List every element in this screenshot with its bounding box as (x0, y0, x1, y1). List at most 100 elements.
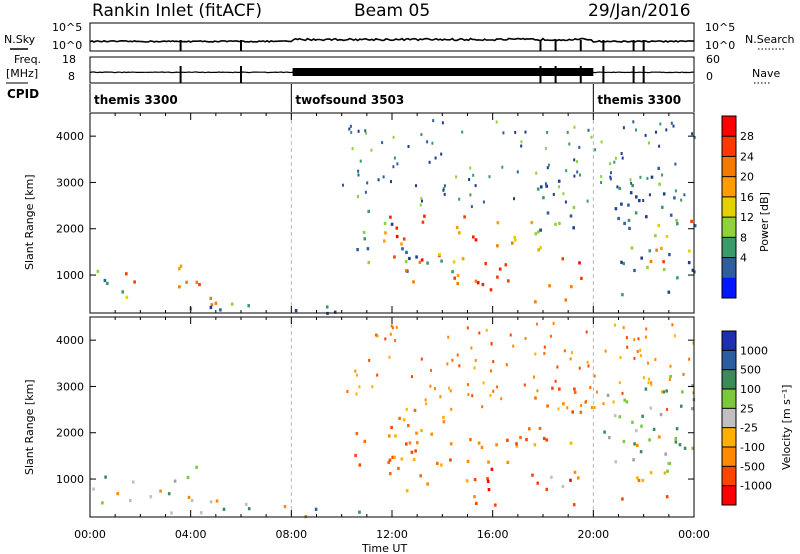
power-noise-cell (502, 131, 505, 135)
power-cell (389, 215, 392, 219)
power-cell (496, 244, 499, 248)
velocity-noise-cell (376, 373, 379, 377)
velocity-noise-cell (509, 333, 512, 337)
power-cell (106, 281, 109, 285)
power-cell (325, 305, 329, 309)
velocity-cell (613, 414, 617, 418)
power-cell (395, 226, 399, 230)
velocity-noise-cell (585, 330, 588, 334)
power-colorbar-swatch (722, 176, 736, 198)
power-cell (461, 257, 465, 261)
power-cell (247, 304, 250, 308)
power-cell (402, 237, 406, 241)
power-cell (662, 267, 666, 272)
velocity-cell (363, 439, 367, 443)
power-colorbar-tick-label: 20 (740, 171, 754, 184)
velocity-noise-cell (390, 324, 393, 328)
velocity-cell (449, 458, 452, 462)
power-noise-cell (426, 140, 429, 144)
velocity-noise-cell (666, 408, 669, 411)
power-cell (383, 221, 387, 225)
velocity-cell (639, 450, 643, 454)
power-cell (390, 222, 394, 226)
velocity-noise-cell (593, 406, 596, 409)
nave-block (292, 68, 594, 76)
power-cell (400, 242, 403, 246)
power-cell (578, 261, 581, 265)
velocity-cell (536, 481, 539, 485)
velocity-cell (649, 471, 653, 475)
velocity-cell (215, 499, 219, 503)
velocity-cell (678, 443, 682, 447)
power-noise-cell (442, 188, 445, 192)
velocity-noise-cell (571, 351, 573, 355)
power-cell (622, 261, 625, 266)
power-noise-cell (610, 171, 612, 175)
nsearch-label: N.Search (745, 33, 795, 46)
velocity-cell (465, 479, 469, 483)
velocity-noise-cell (478, 331, 481, 335)
freq-tick-bottom: 8 (68, 70, 75, 83)
velocity-noise-cell (355, 373, 358, 377)
velocity-cell (648, 438, 651, 442)
power-noise-cell (468, 178, 471, 181)
velocity-cell (621, 497, 624, 501)
velocity-cell (569, 441, 573, 445)
velocity-colorbar-swatch (722, 427, 736, 448)
power-cell (356, 248, 359, 252)
power-colorbar-tick-label: 28 (740, 130, 754, 143)
velocity-cell (659, 413, 663, 417)
power-cell (620, 202, 623, 206)
power-noise-cell (680, 198, 683, 202)
power-noise-cell (524, 130, 527, 134)
velocity-cell (691, 407, 694, 411)
x-tick-label: 08:00 (275, 528, 307, 541)
nsearch-tick-bottom: 10^0 (705, 39, 735, 52)
power-cell (452, 260, 456, 264)
power-noise-cell (544, 147, 547, 150)
velocity-noise-cell (473, 366, 476, 370)
velocity-noise-cell (618, 381, 621, 385)
velocity-cell (636, 476, 639, 480)
power-ytick-label: 2000 (56, 223, 84, 236)
station-title: Rankin Inlet (fitACF) (92, 1, 262, 21)
velocity-noise-cell (590, 406, 593, 409)
velocity-noise-cell (429, 384, 432, 388)
velocity-noise-cell (411, 375, 413, 379)
velocity-cell (538, 426, 542, 430)
power-cell (675, 218, 678, 223)
velocity-cell (420, 428, 423, 433)
velocity-noise-cell (633, 356, 636, 360)
velocity-ytick-label: 4000 (56, 334, 84, 347)
power-noise-cell (620, 152, 623, 155)
velocity-cell (691, 384, 694, 388)
velocity-cell (674, 436, 678, 441)
velocity-noise-cell (354, 369, 357, 373)
velocity-noise-cell (543, 351, 546, 355)
velocity-cell (402, 418, 406, 422)
power-cell (214, 301, 218, 305)
power-cell (687, 261, 691, 265)
power-cell (496, 275, 499, 279)
velocity-cell (440, 463, 443, 467)
power-noise-cell (342, 183, 344, 187)
power-noise-cell (621, 156, 624, 160)
velocity-noise-cell (543, 345, 546, 349)
power-cell (367, 261, 371, 265)
power-cell (620, 260, 623, 264)
power-cell (558, 221, 561, 225)
velocity-noise-cell (622, 326, 625, 330)
velocity-cell (199, 511, 203, 515)
power-noise-cell (455, 175, 458, 179)
power-noise-cell (431, 141, 434, 145)
velocity-cell (550, 475, 553, 479)
velocity-cell (400, 457, 404, 461)
power-cell (645, 215, 648, 219)
power-cell (662, 192, 666, 196)
power-cell (451, 270, 454, 274)
velocity-cell (477, 441, 481, 445)
velocity-cell (572, 503, 576, 507)
power-noise-cell (382, 175, 385, 179)
power-noise-cell (351, 147, 354, 151)
